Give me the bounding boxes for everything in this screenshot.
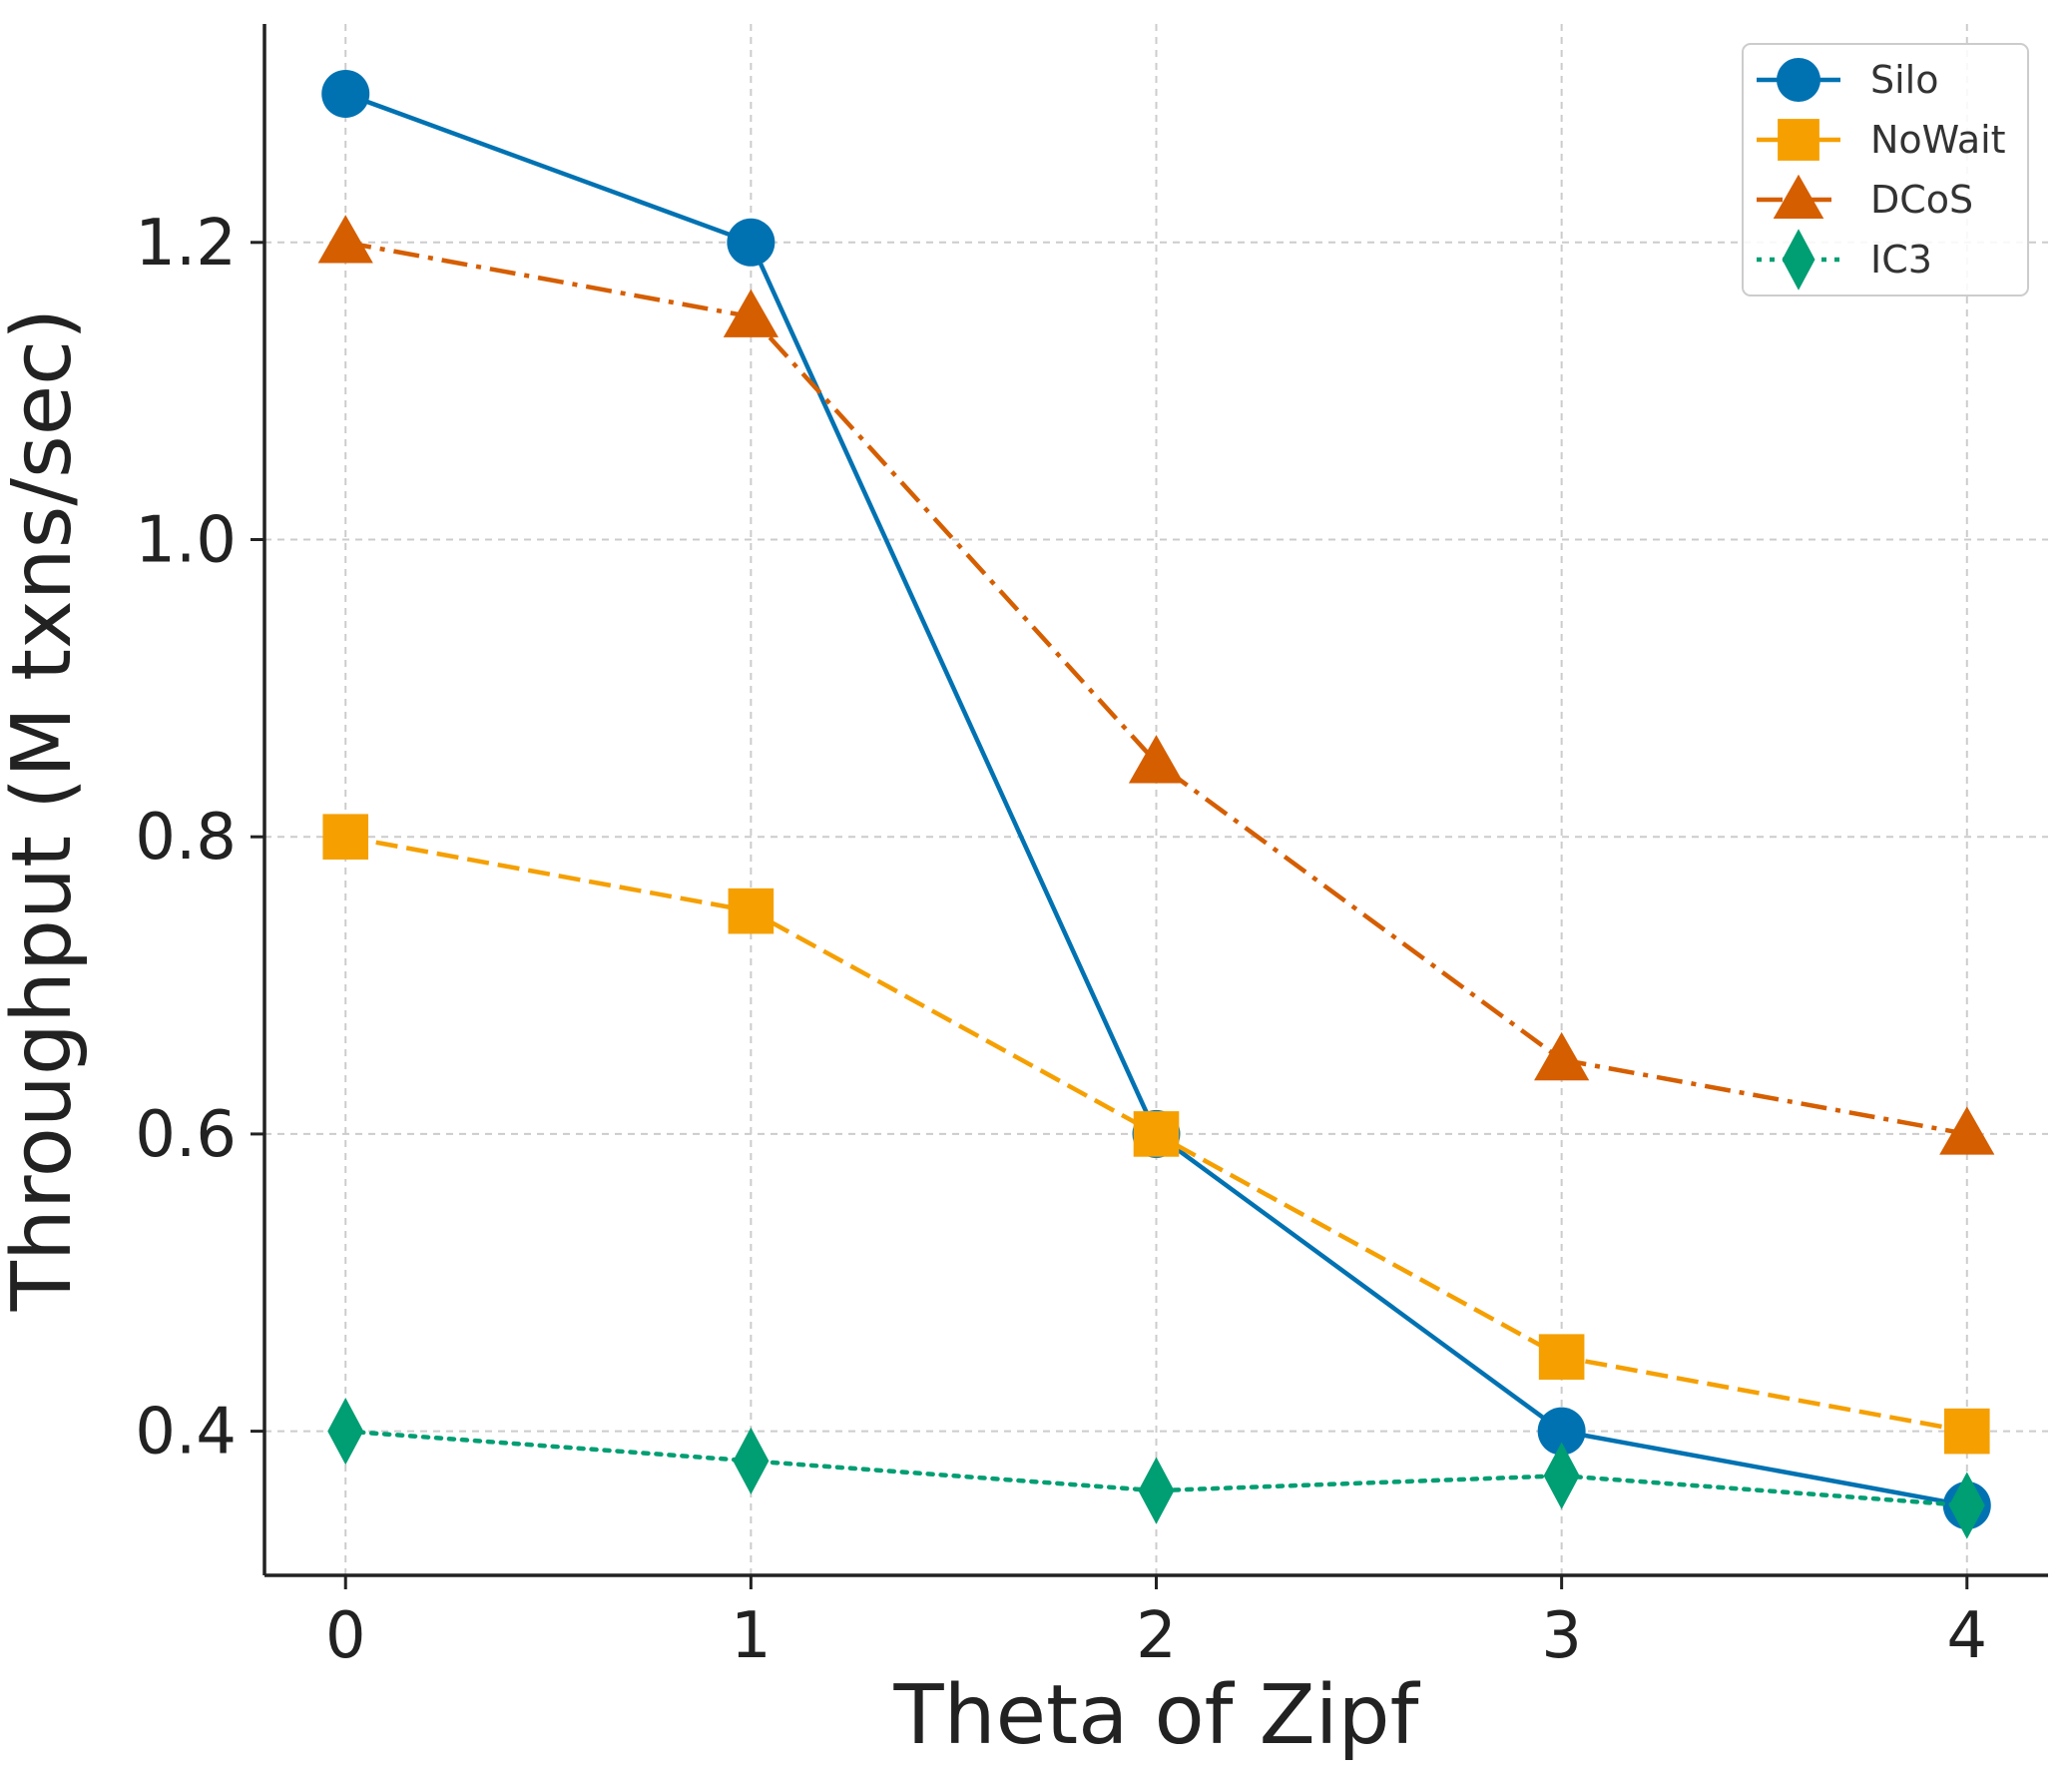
legend-marker-ic3 [1782, 229, 1815, 291]
series-nowait [322, 814, 1990, 1455]
series-group [317, 69, 1995, 1539]
data-point-silo [321, 69, 370, 118]
y-tick-label: 1.0 [135, 504, 237, 578]
data-point-nowait [1538, 1334, 1585, 1380]
x-tick-label: 2 [1136, 1599, 1177, 1673]
legend-marker-dcos [1773, 174, 1824, 219]
data-point-dcos [1128, 735, 1185, 784]
series-dcos [317, 215, 1995, 1155]
legend-label-dcos: DCoS [1870, 178, 1973, 222]
series-line-silo [344, 91, 1968, 1508]
data-point-nowait [1133, 1111, 1180, 1157]
x-axis-title: Theta of Zipf [893, 1668, 1421, 1763]
legend-entry-silo[interactable]: Silo [1757, 58, 1939, 102]
x-tick-label: 0 [325, 1599, 366, 1673]
y-tick-label: 0.4 [135, 1396, 237, 1470]
x-tick-label: 1 [731, 1599, 772, 1673]
data-point-ic3 [1948, 1472, 1985, 1539]
legend-marker-nowait [1778, 119, 1819, 161]
data-point-ic3 [1138, 1457, 1175, 1524]
data-point-ic3 [327, 1398, 364, 1466]
legend-marker-silo [1777, 58, 1820, 102]
series-ic3 [327, 1398, 1985, 1539]
legend[interactable]: Silo NoWait DCoS IC3 [1742, 43, 2029, 296]
data-point-nowait [728, 888, 775, 934]
x-tick-label: 4 [1946, 1599, 1987, 1673]
data-point-nowait [1943, 1408, 1990, 1455]
legend-label-ic3: IC3 [1870, 238, 1932, 282]
legend-frame [1742, 43, 2029, 296]
legend-entry-ic3[interactable]: IC3 [1757, 229, 1932, 291]
x-tick-label: 3 [1541, 1599, 1582, 1673]
axes [251, 24, 2048, 1589]
y-tick-label: 0.6 [135, 1098, 237, 1172]
legend-label-nowait: NoWait [1870, 118, 2006, 162]
y-axis-title: Throughput (M txns/sec) [0, 308, 90, 1312]
data-point-ic3 [733, 1427, 770, 1494]
y-tick-label: 1.2 [135, 207, 237, 281]
legend-label-silo: Silo [1870, 58, 1939, 102]
y-tick-label: 0.8 [135, 801, 237, 875]
legend-entry-dcos[interactable]: DCoS [1757, 174, 1973, 222]
data-point-dcos [1939, 1106, 1995, 1155]
data-point-dcos [1534, 1031, 1590, 1081]
data-point-ic3 [1543, 1442, 1580, 1509]
data-point-dcos [317, 215, 373, 264]
data-point-nowait [322, 814, 369, 861]
data-point-silo [727, 218, 776, 267]
data-point-silo [1537, 1407, 1586, 1456]
series-line-ic3 [342, 1429, 1970, 1508]
legend-entry-nowait[interactable]: NoWait [1757, 118, 2006, 162]
tick-labels: 0 1 2 3 4 0.4 0.6 0.8 1.0 1.2 [135, 207, 1987, 1673]
data-point-dcos [723, 289, 778, 337]
